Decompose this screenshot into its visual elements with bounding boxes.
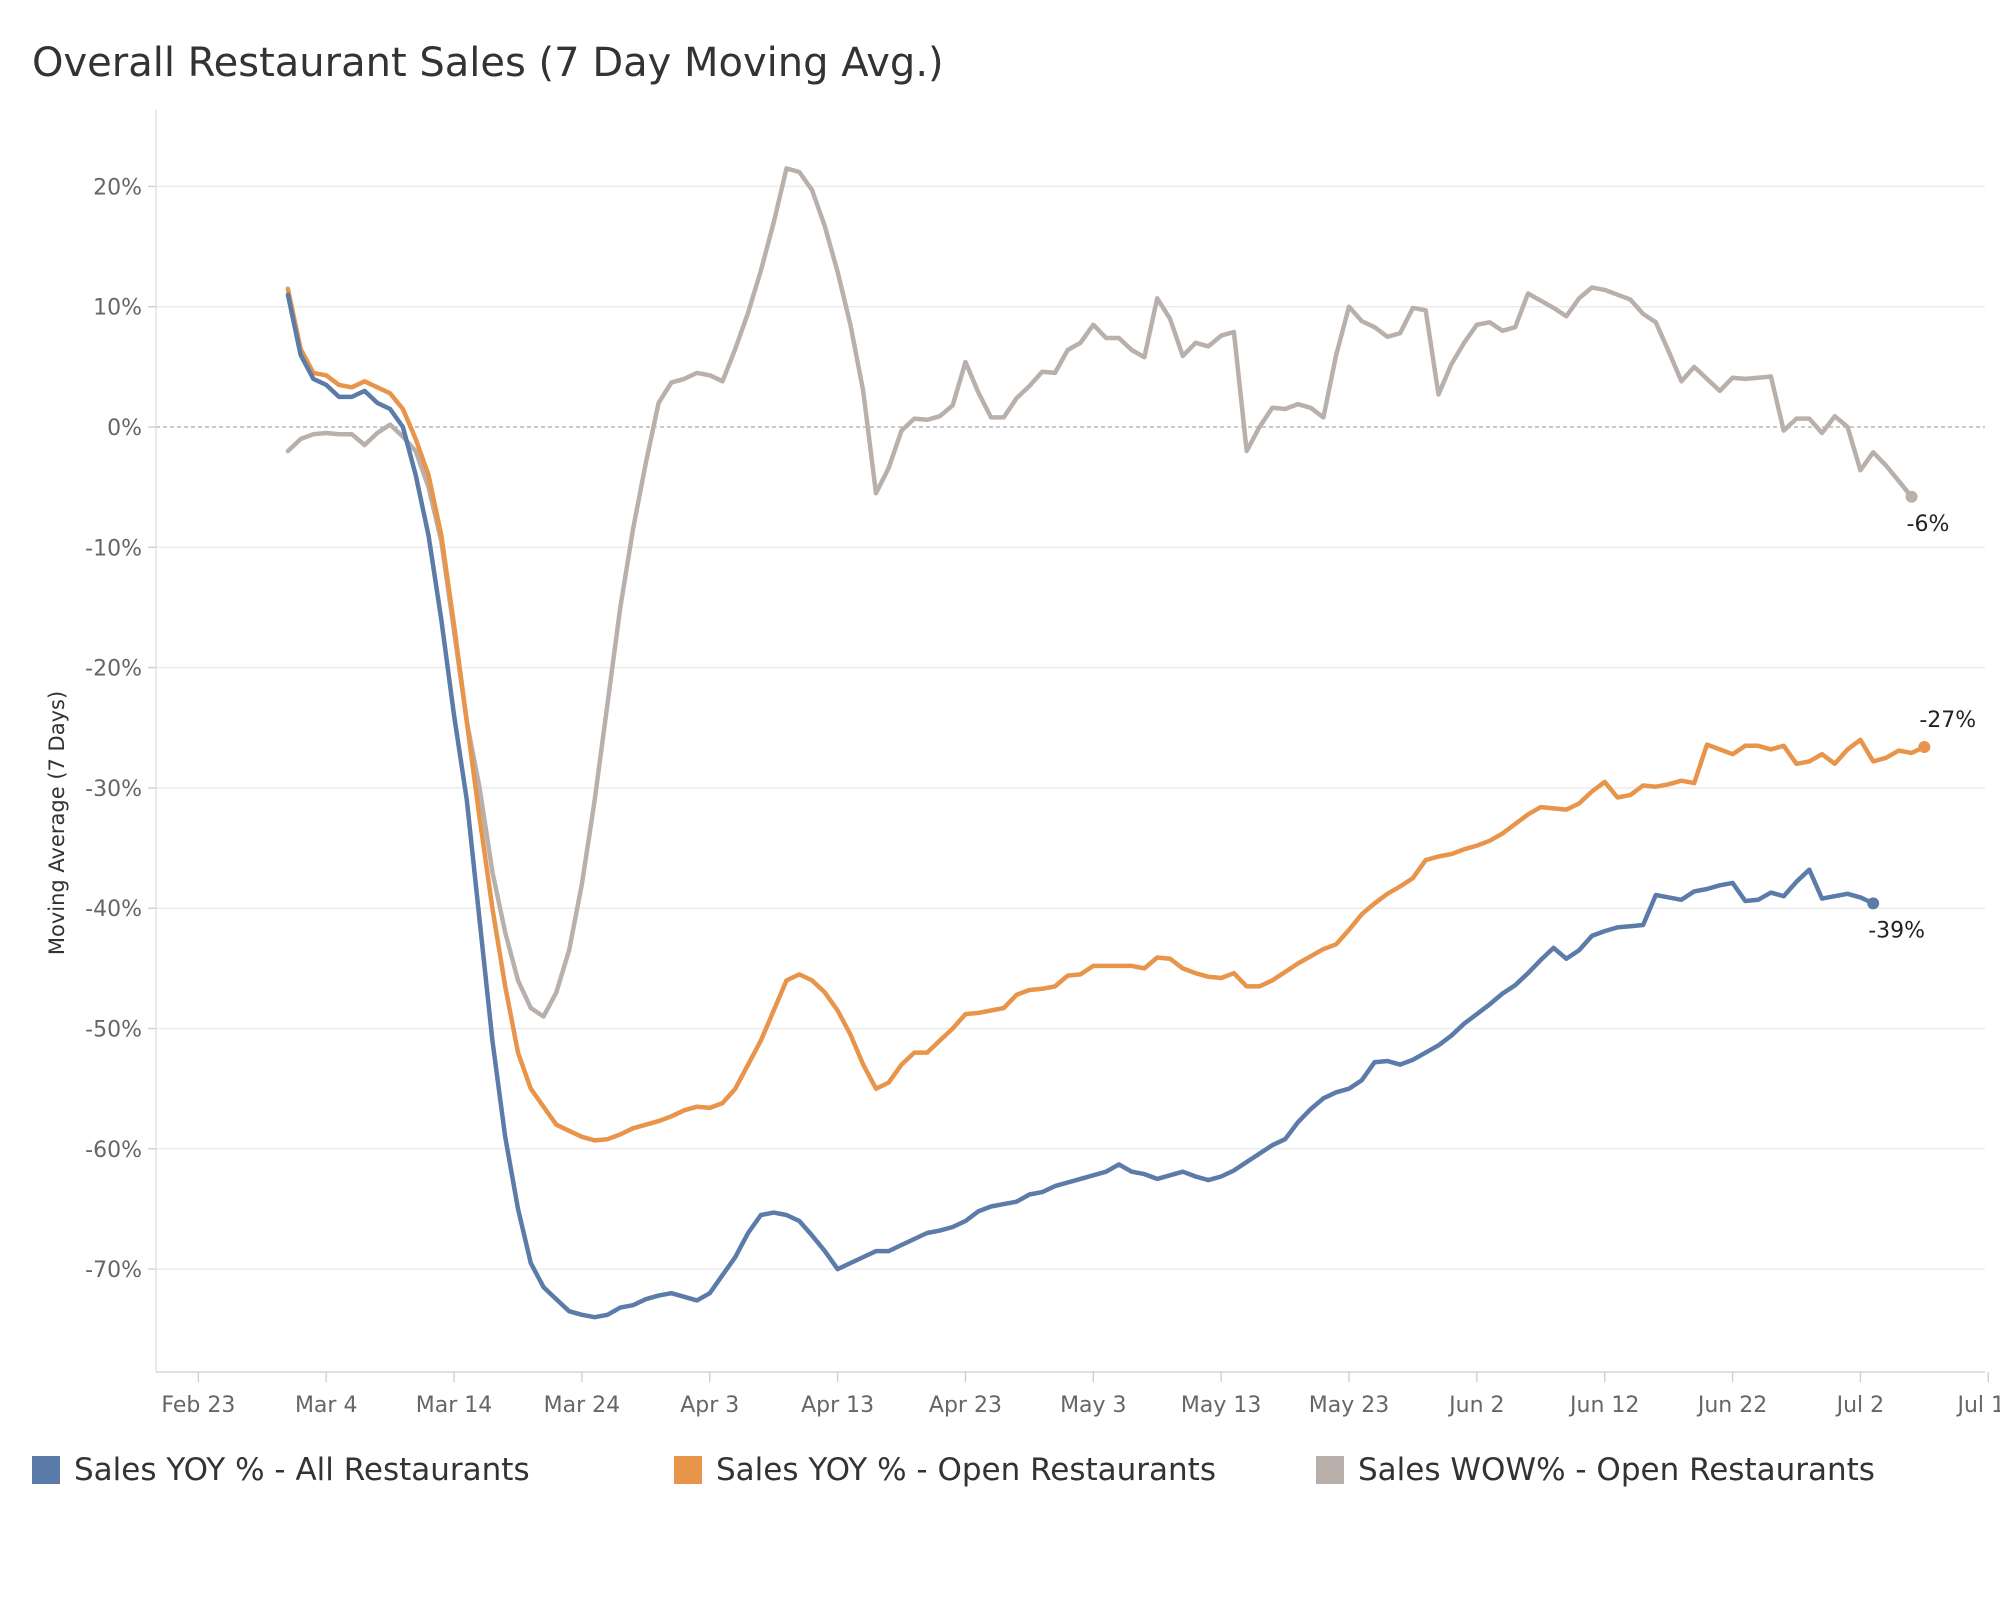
y-tick-label: -60% — [85, 1138, 142, 1163]
y-tick-label: -50% — [85, 1018, 142, 1043]
y-axis: 20% 10% 0% -10% -20% -30% -40% -50% -60% -70% — [85, 110, 157, 1372]
x-axis: Feb 23 Mar 4 Mar 14 Mar 24 Apr 3 Apr 13 Apr 23… — [156, 1371, 2000, 1418]
x-tick-label: Apr 13 — [801, 1393, 874, 1418]
series-end-point — [1905, 490, 1918, 503]
y-tick-label: -20% — [85, 657, 142, 682]
x-tick-label: Apr 23 — [929, 1393, 1002, 1418]
x-tick-label: Jul 2 — [1835, 1393, 1885, 1418]
legend-item[interactable]: Sales WOW% - Open Restaurants — [1316, 1452, 1958, 1488]
legend-swatch — [32, 1456, 60, 1484]
y-tick-label: 20% — [93, 175, 142, 200]
line-chart: 20% 10% 0% -10% -20% -30% -40% -50% -60% -70% Feb… — [45, 110, 2000, 1418]
x-tick-label: Jun 12 — [1568, 1393, 1639, 1418]
x-tick-label: Mar 24 — [544, 1393, 621, 1418]
x-tick-label: Mar 4 — [295, 1393, 358, 1418]
series-end-point — [1867, 897, 1880, 910]
x-tick-label: Jul 12 — [1955, 1393, 2000, 1418]
y-tick-label: 0% — [107, 416, 142, 441]
legend-swatch — [1316, 1456, 1344, 1484]
x-tick-label: May 13 — [1181, 1393, 1261, 1418]
y-tick-label: -30% — [85, 777, 142, 802]
legend-item[interactable]: Sales YOY % - All Restaurants — [32, 1452, 674, 1488]
series-end-point — [1918, 740, 1931, 753]
series-end-label: -27% — [1919, 708, 1976, 733]
series-line — [285, 166, 1914, 1019]
y-tick-label: -70% — [85, 1258, 142, 1283]
y-tick-label: 10% — [93, 296, 142, 321]
series-end-label: -6% — [1907, 512, 1950, 537]
y-tick-label: -40% — [85, 897, 142, 922]
legend-label: Sales YOY % - All Restaurants — [74, 1452, 530, 1488]
end-labels: -39% -27% -6% — [1868, 512, 1976, 944]
series-line — [285, 292, 1876, 1320]
x-tick-label: Feb 23 — [161, 1393, 235, 1418]
y-axis-label: Moving Average (7 Days) — [45, 691, 69, 955]
x-tick-label: Mar 14 — [416, 1393, 493, 1418]
x-tick-label: Jun 22 — [1696, 1393, 1767, 1418]
legend-swatch — [674, 1456, 702, 1484]
chart-title: Overall Restaurant Sales (7 Day Moving A… — [32, 40, 944, 86]
x-tick-label: May 23 — [1309, 1393, 1389, 1418]
legend-label: Sales WOW% - Open Restaurants — [1358, 1452, 1875, 1488]
legend-label: Sales YOY % - Open Restaurants — [716, 1452, 1216, 1488]
y-tick-label: -10% — [85, 536, 142, 561]
legend-item[interactable]: Sales YOY % - Open Restaurants — [674, 1452, 1316, 1488]
x-tick-label: Jun 2 — [1447, 1393, 1504, 1418]
x-tick-label: Apr 3 — [680, 1393, 739, 1418]
x-tick-label: May 3 — [1060, 1393, 1126, 1418]
series-line — [285, 286, 1927, 1143]
gridlines — [156, 185, 1985, 1270]
series-end-label: -39% — [1868, 918, 1925, 943]
series-layer — [285, 166, 1931, 1320]
legend: Sales YOY % - All Restaurants Sales YOY %… — [32, 1452, 1958, 1488]
